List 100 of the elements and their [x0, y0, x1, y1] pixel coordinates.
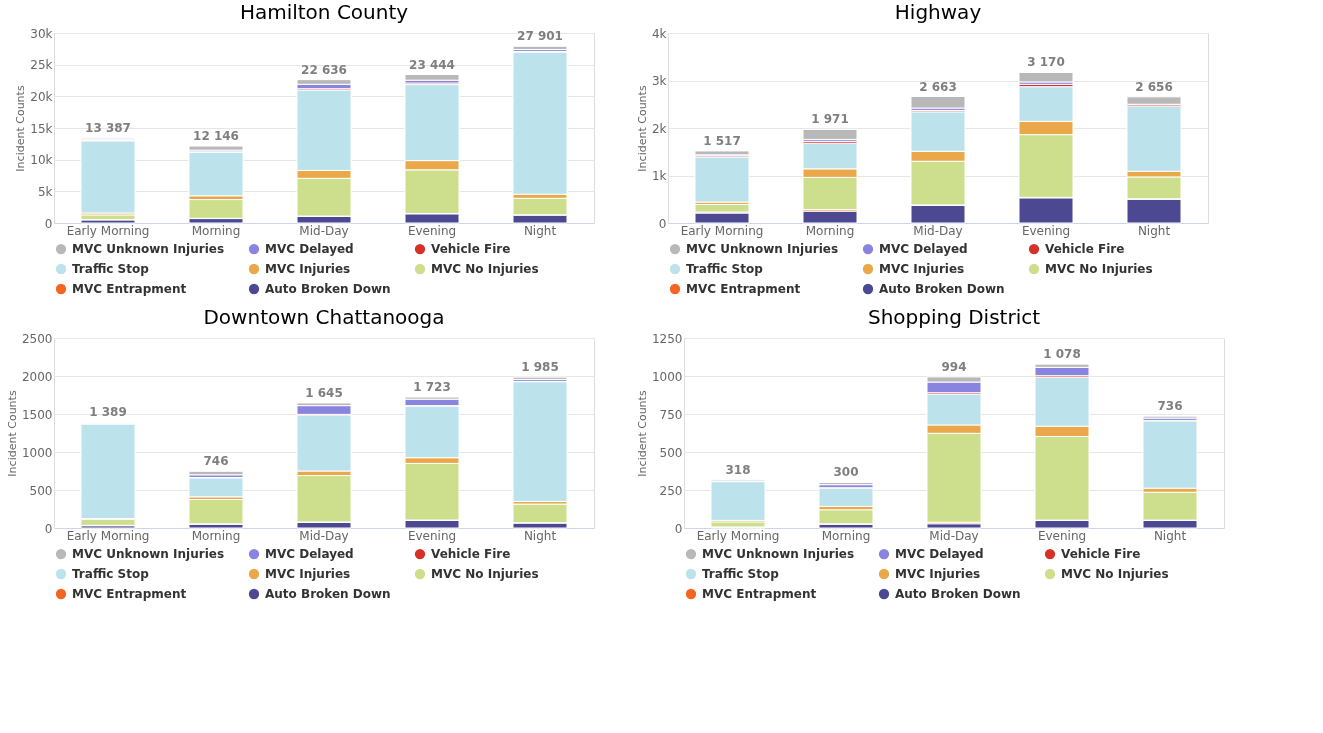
chart-title: Hamilton County	[239, 0, 409, 24]
legend-label: MVC Delayed	[265, 242, 354, 257]
legend-label: MVC No Injuries	[1061, 567, 1169, 581]
legend-label: Traffic Stop	[72, 567, 150, 581]
y-tick-label: 1000	[651, 369, 683, 384]
x-tick-label: Night	[523, 223, 557, 238]
y-tick-label: 30k	[30, 26, 53, 41]
legend-label: MVC Unknown Injuries	[72, 242, 225, 257]
y-tick-label: 500	[659, 445, 683, 460]
y-tick-label: 10k	[30, 153, 53, 168]
legend-label: Auto Broken Down	[265, 587, 391, 601]
legend-label: Vehicle Fire	[431, 547, 511, 562]
y-axis-title: Incident Counts	[635, 85, 649, 172]
y-tick-label: 1000	[21, 445, 53, 460]
x-tick-label: Early Morning	[696, 528, 780, 543]
x-tick-label: Evening	[1021, 223, 1071, 238]
y-tick-label: 25k	[30, 58, 53, 73]
total-label: 1 645	[305, 385, 343, 400]
y-axis-title: Incident Counts	[635, 390, 649, 477]
legend-label: Auto Broken Down	[895, 587, 1021, 601]
legend-label: Vehicle Fire	[431, 242, 511, 257]
x-tick-label: Morning	[191, 528, 241, 543]
legend-label: MVC Entrapment	[72, 587, 187, 601]
y-tick-label: 15k	[30, 121, 53, 136]
legend-label: MVC Entrapment	[686, 282, 801, 296]
total-label: 1 985	[521, 360, 559, 375]
legend-label: MVC Entrapment	[702, 587, 817, 601]
legend-label: MVC Unknown Injuries	[702, 547, 855, 562]
legend-label: MVC No Injuries	[1045, 262, 1153, 276]
total-label: 994	[941, 359, 967, 374]
y-tick-label: 1250	[651, 331, 683, 346]
legend-label: MVC Injuries	[265, 262, 351, 276]
y-tick-label: 1500	[21, 407, 53, 422]
legend-label: Vehicle Fire	[1045, 242, 1125, 257]
x-tick-label: Night	[1137, 223, 1171, 238]
y-tick-label: 500	[29, 483, 53, 498]
total-label: 2 663	[919, 79, 957, 94]
legend-label: Auto Broken Down	[265, 282, 391, 296]
legend-label: Vehicle Fire	[1061, 547, 1141, 562]
x-tick-label: Night	[523, 528, 557, 543]
legend-label: Traffic Stop	[72, 262, 150, 276]
x-tick-label: Early Morning	[66, 528, 150, 543]
y-axis-title: Incident Counts	[5, 390, 19, 477]
y-tick-label: 0	[674, 521, 683, 536]
legend-label: Auto Broken Down	[879, 282, 1005, 296]
legend-label: MVC Delayed	[879, 242, 968, 257]
y-tick-label: 5k	[37, 184, 53, 199]
legend-label: MVC Unknown Injuries	[72, 547, 225, 562]
x-tick-label: Morning	[191, 223, 241, 238]
total-label: 746	[203, 454, 229, 469]
y-tick-label: 250	[659, 483, 683, 498]
x-tick-label: Evening	[407, 528, 457, 543]
legend-label: MVC Injuries	[879, 262, 965, 276]
legend-label: MVC Injuries	[895, 567, 981, 581]
legend-label: MVC Injuries	[265, 567, 351, 581]
total-label: 1 971	[811, 112, 849, 127]
y-tick-label: 1k	[651, 169, 667, 183]
total-label: 1 078	[1043, 347, 1081, 362]
legend-label: MVC Unknown Injuries	[686, 242, 839, 257]
chart-title: Downtown Chattanooga	[203, 305, 445, 329]
total-label: 300	[833, 465, 859, 480]
x-tick-label: Evening	[1037, 528, 1087, 543]
legend-label: Traffic Stop	[686, 262, 764, 276]
total-label: 736	[1157, 399, 1183, 414]
total-label: 1 723	[413, 380, 451, 395]
legend-label: MVC Delayed	[895, 547, 984, 562]
total-label: 27 901	[517, 29, 563, 44]
x-tick-label: Mid-Day	[299, 528, 349, 543]
x-tick-label: Early Morning	[680, 223, 764, 238]
legend-label: Traffic Stop	[702, 567, 780, 581]
total-label: 3 170	[1027, 55, 1065, 70]
x-tick-label: Evening	[407, 223, 457, 238]
total-label: 23 444	[409, 57, 455, 72]
y-tick-label: 0	[44, 521, 53, 536]
total-label: 318	[725, 462, 751, 477]
legend-label: MVC Delayed	[265, 547, 354, 562]
total-label: 2 656	[1135, 79, 1173, 94]
total-label: 22 636	[301, 62, 347, 77]
x-tick-label: Mid-Day	[299, 223, 349, 238]
x-tick-label: Morning	[805, 223, 855, 238]
x-tick-label: Mid-Day	[913, 223, 963, 238]
x-tick-label: Mid-Day	[929, 528, 979, 543]
chart-title: Shopping District	[867, 305, 1041, 329]
y-tick-label: 2000	[21, 369, 53, 384]
y-tick-label: 4k	[651, 26, 667, 41]
total-label: 12 146	[193, 129, 239, 144]
total-label: 1 517	[703, 133, 741, 148]
total-label: 13 387	[85, 121, 131, 136]
y-tick-label: 0	[658, 216, 667, 231]
y-tick-label: 20k	[30, 89, 53, 104]
legend-label: MVC Entrapment	[72, 282, 187, 296]
legend-label: MVC No Injuries	[431, 567, 539, 581]
y-axis-title: Incident Counts	[14, 85, 28, 172]
legend-label: MVC No Injuries	[431, 262, 539, 276]
y-tick-label: 750	[659, 407, 683, 422]
total-label: 1 389	[89, 405, 127, 420]
y-tick-label: 2500	[21, 331, 53, 346]
y-tick-label: 2k	[651, 121, 667, 136]
y-tick-label: 3k	[651, 74, 667, 88]
x-tick-label: Early Morning	[66, 223, 150, 238]
